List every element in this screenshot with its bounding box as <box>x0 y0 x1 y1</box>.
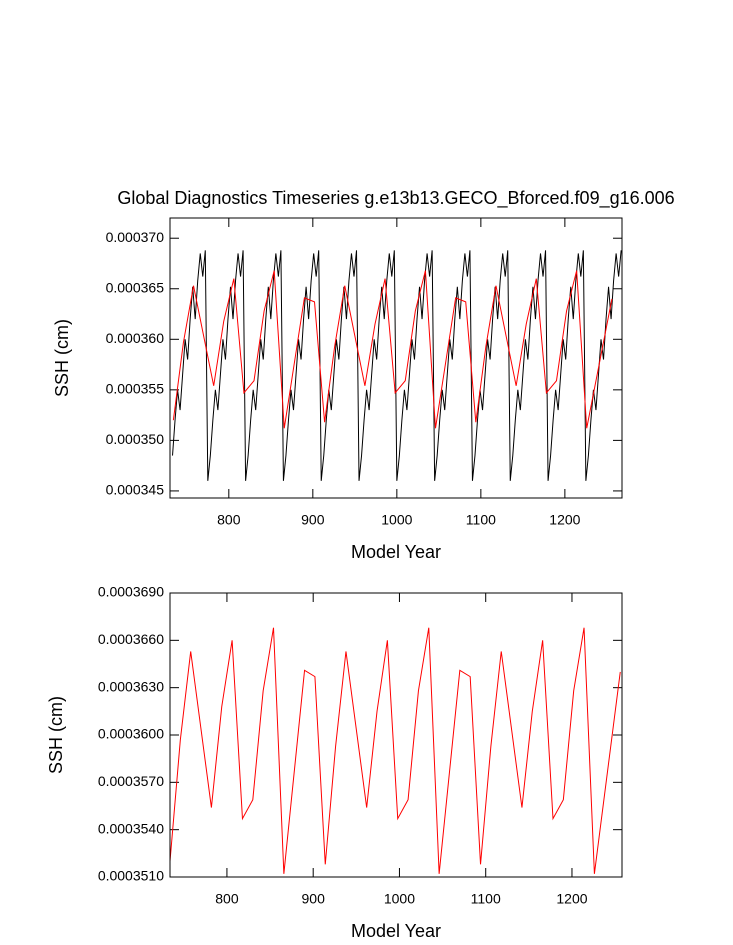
chart-title: Global Diagnostics Timeseries g.e13b13.G… <box>117 188 674 209</box>
plot-frame <box>169 592 623 878</box>
y-tick-label: 0.0003690 <box>98 584 164 600</box>
series-line <box>170 627 621 874</box>
y-tick-label: 0.000365 <box>106 279 165 295</box>
y-tick-label: 0.0003570 <box>98 773 164 789</box>
x-tick-label: 900 <box>301 512 325 528</box>
y-tick-label: 0.0003630 <box>98 678 164 694</box>
y-tick-label: 0.0003600 <box>98 726 164 742</box>
y-tick-label: 0.000360 <box>106 330 165 346</box>
x-tick-label: 800 <box>215 891 239 907</box>
x-axis-label: Model Year <box>351 542 441 562</box>
y-tick-label: 0.000350 <box>106 431 165 447</box>
x-tick-label: 1000 <box>381 512 412 528</box>
series-line <box>172 270 613 429</box>
y-tick-label: 0.000345 <box>106 482 165 498</box>
x-tick-label: 1200 <box>549 512 580 528</box>
plot-frame <box>169 217 623 499</box>
y-axis-label: SSH (cm) <box>52 319 72 397</box>
y-axis-label: SSH (cm) <box>46 696 66 774</box>
y-tick-label: 0.0003660 <box>98 631 164 647</box>
x-tick-label: 1200 <box>556 891 587 907</box>
y-tick-label: 0.0003540 <box>98 820 164 836</box>
y-tick-label: 0.000355 <box>106 381 165 397</box>
x-tick-label: 1100 <box>471 891 501 907</box>
x-tick-label: 800 <box>217 512 241 528</box>
x-tick-label: 1100 <box>466 512 496 528</box>
x-axis-label: Model Year <box>351 921 441 941</box>
y-tick-label: 0.000370 <box>106 229 165 245</box>
x-tick-label: 900 <box>302 891 326 907</box>
x-tick-label: 1000 <box>384 891 415 907</box>
y-tick-label: 0.0003510 <box>98 868 164 884</box>
series-line <box>172 250 622 481</box>
